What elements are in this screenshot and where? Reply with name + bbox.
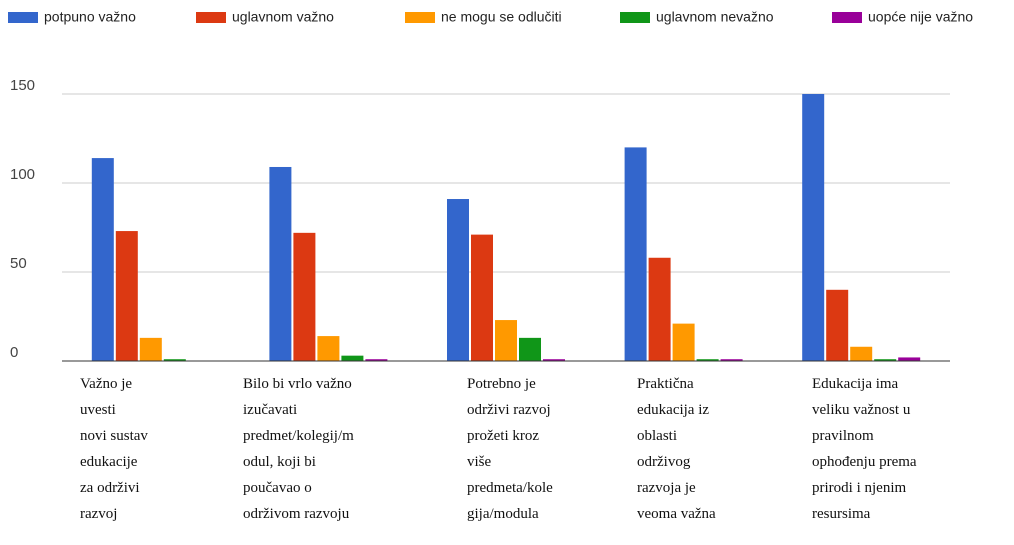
x-tick-label: Edukacija ima veliku važnost u pravilnom op… (812, 376, 917, 522)
bar (139, 337, 162, 361)
bar (269, 166, 292, 361)
bar (850, 346, 873, 361)
legend-swatch (196, 12, 226, 23)
bar (341, 355, 364, 361)
bar (672, 323, 695, 361)
x-tick-label: Potrebno je održivi razvoj prožeti kroz viš… (467, 376, 553, 522)
legend-label: uglavnom nevažno (656, 9, 774, 25)
bar (624, 147, 647, 361)
legend-swatch (405, 12, 435, 23)
bar (365, 359, 388, 361)
bar (293, 232, 316, 361)
bar (543, 359, 565, 361)
bar (720, 359, 743, 361)
bar (898, 357, 921, 361)
bar (696, 359, 719, 361)
bar (874, 359, 897, 361)
legend-label: uopće nije važno (868, 9, 973, 25)
bar (163, 359, 186, 361)
bar (495, 320, 517, 361)
legend-label: potpuno važno (44, 9, 136, 25)
bar (519, 337, 541, 361)
bar (648, 257, 671, 361)
legend-label: ne mogu se odlučiti (441, 9, 562, 25)
legend-label: uglavnom važno (232, 9, 334, 25)
bar (91, 158, 114, 361)
x-tick-label: Važno je uvesti novi sustav edukacije za odr… (80, 376, 148, 522)
y-tick-label: 100 (10, 166, 35, 183)
legend-swatch (8, 12, 38, 23)
bar (115, 231, 138, 361)
bar (317, 336, 340, 361)
x-tick-label: Praktična edukacija iz oblasti održivog razv… (637, 376, 716, 522)
legend-swatch (620, 12, 650, 23)
x-tick-label: Bilo bi vrlo važno izučavati predmet/koleg… (243, 376, 354, 522)
y-tick-label: 50 (10, 255, 27, 272)
y-tick-label: 0 (10, 344, 18, 361)
bar (826, 289, 849, 361)
bar (447, 199, 469, 361)
legend-swatch (832, 12, 862, 23)
bar (802, 94, 825, 361)
bar (471, 234, 493, 361)
y-tick-label: 150 (10, 77, 35, 94)
